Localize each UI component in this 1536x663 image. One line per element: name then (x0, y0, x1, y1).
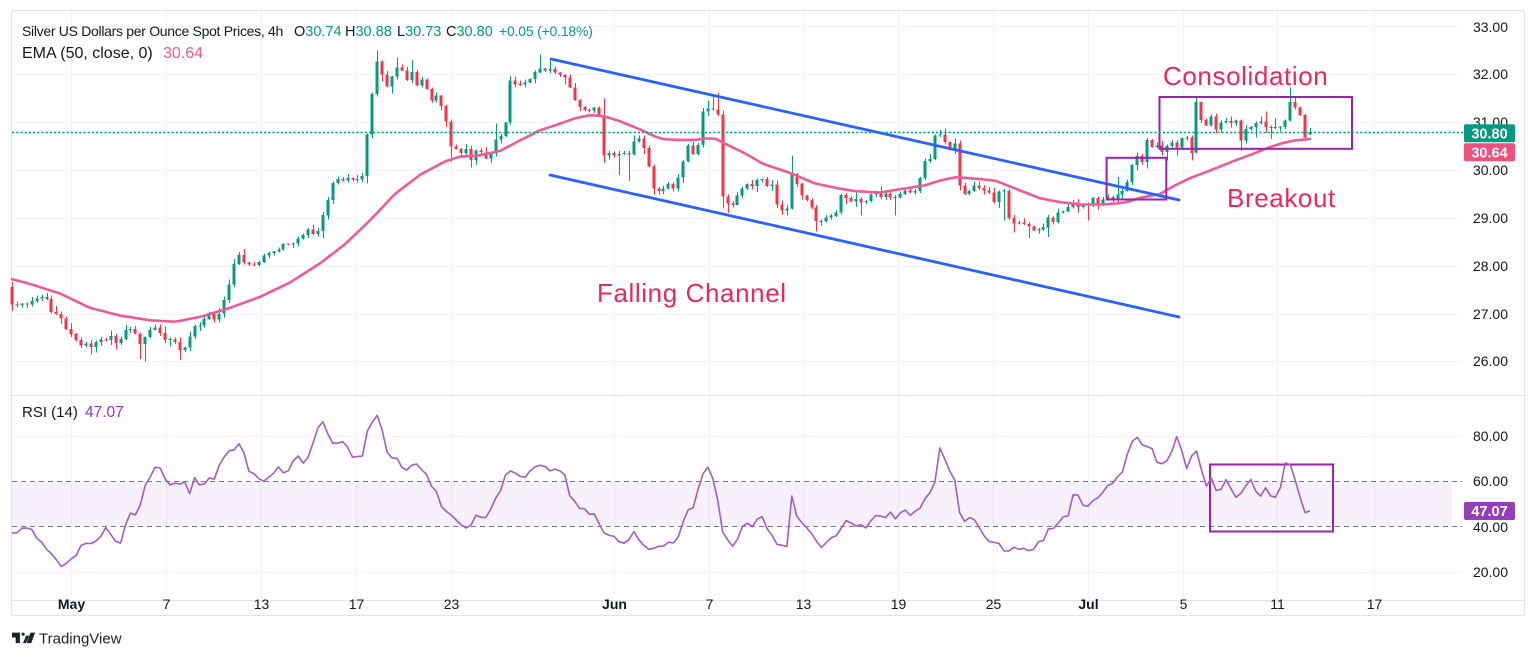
svg-text:27.00: 27.00 (1473, 306, 1508, 322)
svg-text:17: 17 (1367, 596, 1383, 612)
svg-text:RSI (14): RSI (14) (22, 404, 78, 421)
svg-text:26.00: 26.00 (1473, 353, 1508, 369)
svg-text:28.00: 28.00 (1473, 258, 1508, 274)
svg-text:Breakout: Breakout (1227, 183, 1336, 213)
svg-text:H30.88: H30.88 (345, 24, 392, 40)
svg-text:L30.73: L30.73 (397, 24, 441, 40)
svg-text:80.00: 80.00 (1473, 428, 1508, 444)
svg-text:13: 13 (796, 596, 812, 612)
svg-text:7: 7 (163, 596, 171, 612)
svg-text:+0.05 (+0.18%): +0.05 (+0.18%) (499, 23, 593, 39)
svg-text:30.80: 30.80 (1471, 126, 1507, 142)
svg-text:40.00: 40.00 (1473, 519, 1508, 535)
svg-text:29.00: 29.00 (1473, 210, 1508, 226)
svg-text:Falling Channel: Falling Channel (597, 278, 787, 308)
svg-text:C30.80: C30.80 (446, 24, 493, 40)
svg-text:60.00: 60.00 (1473, 473, 1508, 489)
svg-text:47.07: 47.07 (1471, 504, 1507, 520)
svg-text:13: 13 (254, 596, 270, 612)
svg-text:30.00: 30.00 (1473, 162, 1508, 178)
svg-text:23: 23 (444, 596, 460, 612)
svg-text:25: 25 (986, 596, 1002, 612)
svg-text:7: 7 (706, 596, 714, 612)
svg-text:19: 19 (891, 596, 907, 612)
svg-text:Silver US Dollars per Ounce Sp: Silver US Dollars per Ounce Spot Prices,… (22, 23, 283, 39)
svg-text:Jun: Jun (602, 596, 627, 612)
svg-text:30.64: 30.64 (163, 45, 203, 62)
svg-text:May: May (58, 596, 85, 612)
svg-text:Jul: Jul (1078, 596, 1098, 612)
svg-text:EMA (50, close, 0): EMA (50, close, 0) (22, 45, 153, 62)
svg-text:TradingView: TradingView (39, 631, 122, 648)
svg-text:30.64: 30.64 (1471, 145, 1507, 161)
svg-text:Consolidation: Consolidation (1163, 61, 1328, 91)
svg-text:11: 11 (1270, 596, 1285, 612)
svg-text:47.07: 47.07 (85, 404, 124, 421)
svg-text:33.00: 33.00 (1473, 19, 1508, 35)
svg-text:32.00: 32.00 (1473, 66, 1508, 82)
svg-text:O30.74: O30.74 (294, 24, 342, 40)
svg-text:20.00: 20.00 (1473, 564, 1508, 580)
svg-text:5: 5 (1180, 596, 1188, 612)
svg-text:17: 17 (349, 596, 365, 612)
